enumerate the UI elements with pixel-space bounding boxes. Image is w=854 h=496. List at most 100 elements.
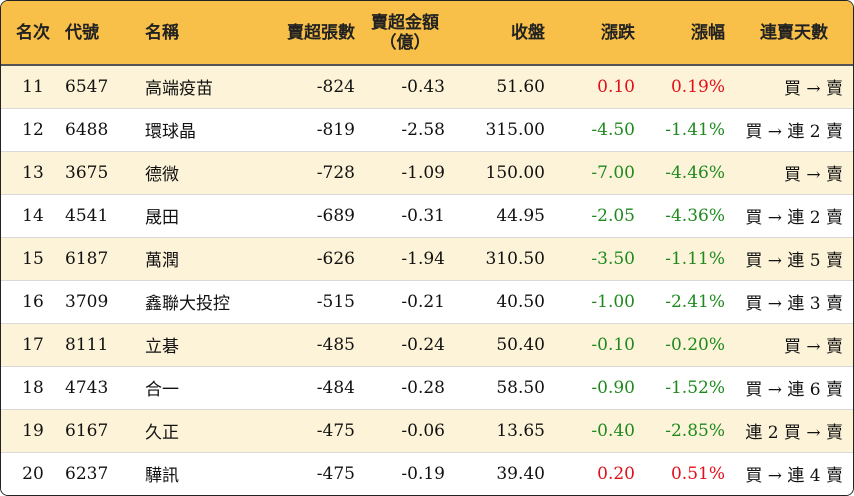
cell-net-sell-amount: -0.06 [355,409,455,453]
cell-change: -0.90 [555,366,645,410]
header-change-pct: 漲幅 [645,1,735,66]
cell-rank: 15 [1,237,65,281]
cell-net-sell-amount: -1.09 [355,151,455,195]
cell-rank: 19 [1,409,65,453]
cell-rank: 20 [22,463,44,484]
cell-change: 0.20 [597,463,635,484]
cell-change: -0.10 [555,323,645,367]
cell-net-sell-amount: -0.24 [355,323,455,367]
cell-change-pct: -1.41% [645,108,735,152]
cell-change: -2.05 [555,194,645,238]
cell-close: 40.50 [455,280,555,324]
cell-change-pct: -2.85% [645,409,735,453]
cell-code: 6488 [65,108,135,152]
table-row: 15 6187 萬潤 -626 -1.94 310.50 -3.50 -1.11% 買 → 連 … [1,237,853,281]
cell-code: 8111 [65,323,135,367]
header-net-sell-amount-line1: 賣超金額 [371,12,439,33]
header-code: 代號 [65,1,135,66]
cell-change: -4.50 [555,108,645,152]
cell-close: 315.00 [455,108,555,152]
cell-sell-days: 買 → 連 2 賣 [735,108,853,152]
cell-net-sell-lots: -819 [260,108,355,152]
cell-rank: 18 [1,366,65,410]
cell-change-pct: -1.11% [645,237,735,281]
cell-rank: 13 [1,151,65,195]
table-row: 16 3709 鑫聯大投控 -515 -0.21 40.50 -1.00 -2.41% 買 → … [1,280,853,324]
cell-change-pct: 0.19% [645,65,735,109]
cell-net-sell-lots: -728 [260,151,355,195]
cell-net-sell-lots: -515 [260,280,355,324]
cell-change-pct: -4.36% [645,194,735,238]
cell-sell-days: 連 2 買 → 賣 [735,409,853,453]
cell-change: 0.10 [555,65,645,109]
cell-code: 4541 [65,194,135,238]
cell-code: 6167 [65,409,135,453]
cell-sell-days: 買 → 連 5 賣 [735,237,853,281]
cell-change-pct: -1.52% [645,366,735,410]
cell-net-sell-amount: -2.58 [355,108,455,152]
cell-code: 4743 [65,366,135,410]
cell-close: 51.60 [455,65,555,109]
cell-close: 44.95 [455,194,555,238]
cell-code: 3709 [65,280,135,324]
cell-change: -0.40 [555,409,645,453]
table-row: 12 6488 環球晶 -819 -2.58 315.00 -4.50 -1.41% 買 → 連… [1,108,853,152]
cell-net-sell-lots: -475 [316,463,355,484]
cell-close: 39.40 [496,463,545,484]
cell-sell-days: 買 → 連 2 賣 [735,194,853,238]
cell-code: 6547 [65,65,135,109]
header-sell-days: 連賣天數 [735,1,853,66]
cell-close: 150.00 [455,151,555,195]
cell-name: 高端疫苗 [135,65,260,109]
table-row: 17 8111 立碁 -485 -0.24 50.40 -0.10 -0.20% 買 → 賣 [1,323,853,367]
cell-net-sell-amount: -0.31 [355,194,455,238]
cell-rank: 16 [1,280,65,324]
cell-change: -7.00 [555,151,645,195]
cell-sell-days: 買 → 連 3 賣 [735,280,853,324]
table-row: 11 6547 高端疫苗 -824 -0.43 51.60 0.10 0.19% 買 → 賣 [1,65,853,109]
cell-code: 6237 [65,463,109,484]
cell-code: 6187 [65,237,135,281]
table-row: 20 6237 驊訊 -475 -0.19 39.40 0.20 0.51% 買 → 連 4 賣 [1,452,853,495]
cell-net-sell-lots: -475 [260,409,355,453]
cell-change: -3.50 [555,237,645,281]
cell-sell-days: 買 → 連 4 賣 [745,466,843,487]
header-net-sell-amount: 賣超金額 （億） [355,1,455,66]
cell-net-sell-lots: -626 [260,237,355,281]
cell-name: 環球晶 [135,108,260,152]
cell-net-sell-amount: -0.19 [401,463,445,484]
header-net-sell-amount-line2: （億） [379,32,431,53]
cell-sell-days: 買 → 連 6 賣 [735,366,853,410]
cell-name: 久正 [135,409,260,453]
cell-change: -1.00 [555,280,645,324]
cell-change-pct: 0.51% [670,463,725,484]
header-change: 漲跌 [555,1,645,66]
cell-code: 3675 [65,151,135,195]
cell-rank: 17 [1,323,65,367]
cell-close: 13.65 [455,409,555,453]
cell-sell-days: 買 → 賣 [735,151,853,195]
cell-net-sell-amount: -0.28 [355,366,455,410]
table-row: 18 4743 合一 -484 -0.28 58.50 -0.90 -1.52% 買 → 連 6… [1,366,853,410]
cell-net-sell-lots: -485 [260,323,355,367]
cell-rank: 11 [1,65,65,109]
cell-close: 58.50 [455,366,555,410]
table-body: 11 6547 高端疫苗 -824 -0.43 51.60 0.10 0.19% 買 → 賣 12… [1,65,853,495]
cell-net-sell-amount: -0.21 [355,280,455,324]
cell-close: 310.50 [455,237,555,281]
header-close: 收盤 [455,1,555,66]
cell-sell-days: 買 → 賣 [735,323,853,367]
cell-sell-days: 買 → 賣 [735,65,853,109]
header-row: 名次 代號 名稱 賣超張數 賣超金額 （億） 收盤 漲跌 漲幅 連賣天數 [1,1,853,66]
cell-rank: 12 [1,108,65,152]
cell-net-sell-amount: -1.94 [355,237,455,281]
table-row: 19 6167 久正 -475 -0.06 13.65 -0.40 -2.85% 連 2 買 →… [1,409,853,453]
cell-change-pct: -2.41% [645,280,735,324]
header-rank: 名次 [1,1,65,66]
header-net-sell-lots: 賣超張數 [260,1,355,66]
header-name: 名稱 [135,1,260,66]
cell-name: 德微 [135,151,260,195]
cell-net-sell-lots: -824 [260,65,355,109]
